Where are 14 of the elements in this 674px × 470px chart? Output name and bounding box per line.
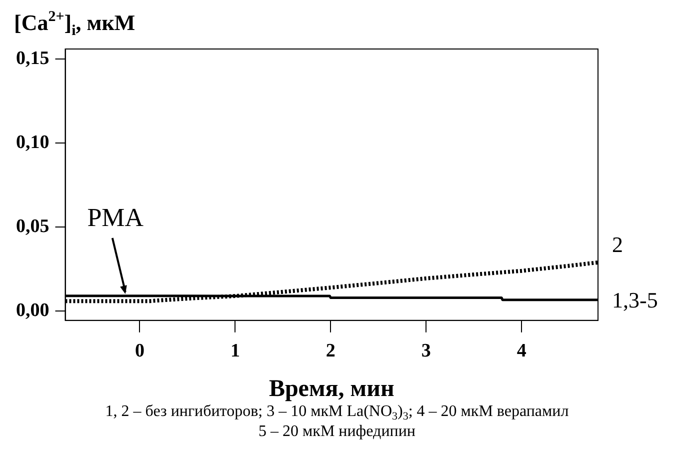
series-label: 2 — [612, 232, 623, 258]
x-axis-title: Время, мин — [268, 376, 394, 402]
y-tick-label: 0,00 — [16, 300, 50, 322]
x-tick-label: 4 — [516, 340, 527, 362]
x-tick-label: 2 — [326, 340, 336, 362]
series-label: 1,3-5 — [612, 288, 658, 313]
x-tick-label: 0 — [134, 340, 144, 362]
text: 5 – 20 мкМ нифедипин — [258, 423, 416, 440]
x-tick-label: 3 — [421, 340, 431, 362]
y-tick-label: 0,05 — [16, 216, 50, 238]
x-tick-label: 1 — [230, 340, 240, 362]
y-tick-label: 0,10 — [16, 132, 50, 154]
annotation: PMA — [87, 203, 144, 232]
y-tick-label: 0,15 — [16, 48, 50, 69]
